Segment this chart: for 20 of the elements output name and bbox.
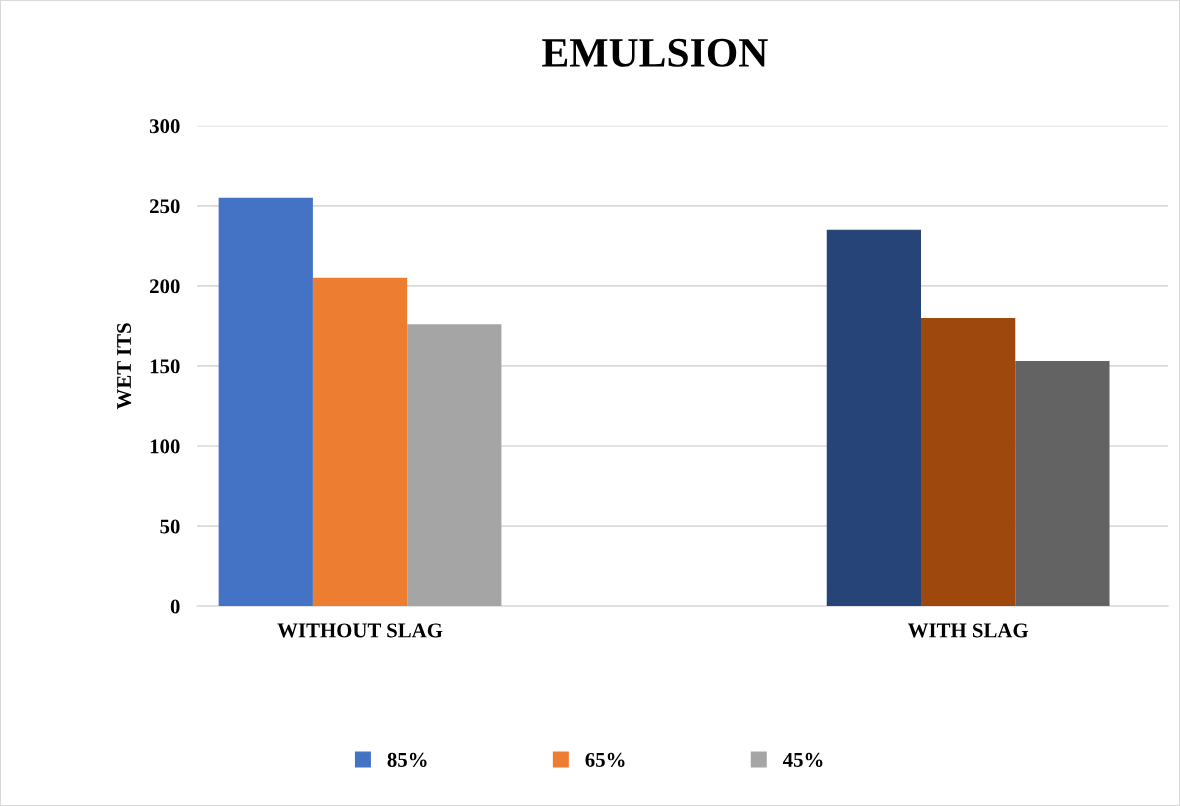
legend-label: 45% (782, 752, 823, 767)
y-tick-label: 250 (150, 199, 180, 214)
x-tick-label: WITHOUT SLAG (277, 623, 443, 638)
bar (407, 324, 502, 607)
bar (826, 229, 922, 607)
y-tick-label: 300 (149, 119, 180, 134)
y-tick-label: 100 (150, 439, 180, 454)
bar (312, 277, 408, 607)
x-tick-label: WITH SLAG (907, 623, 1029, 638)
y-axis-title: WET ITS (117, 323, 132, 410)
legend-label: 65% (585, 752, 625, 767)
chart-title: EMULSION (542, 38, 768, 67)
bar (218, 197, 313, 607)
y-tick-label: 0 (170, 599, 180, 614)
bar (921, 317, 1016, 607)
y-tick-label: 150 (150, 359, 180, 374)
bar (1015, 361, 1110, 607)
y-tick-label: 200 (150, 279, 180, 294)
y-tick-label: 50 (160, 519, 180, 534)
legend-label: 85% (387, 752, 427, 767)
